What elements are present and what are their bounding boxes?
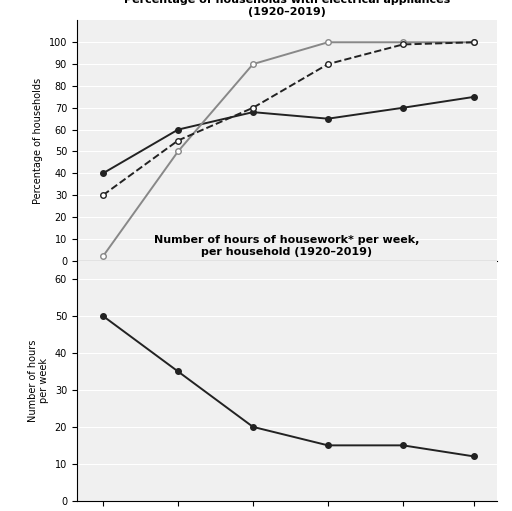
Y-axis label: Percentage of households: Percentage of households [33, 78, 43, 203]
Legend: Washing machine, Refrigerator, Vacuum cleaner: Washing machine, Refrigerator, Vacuum cl… [123, 342, 451, 362]
Title: Number of hours of housework* per week,
per household (1920–2019): Number of hours of housework* per week, … [154, 236, 419, 257]
Y-axis label: Number of hours
per week: Number of hours per week [28, 339, 49, 422]
X-axis label: Year: Year [273, 286, 301, 296]
Title: Percentage of households with electrical appliances
(1920–2019): Percentage of households with electrical… [123, 0, 450, 17]
